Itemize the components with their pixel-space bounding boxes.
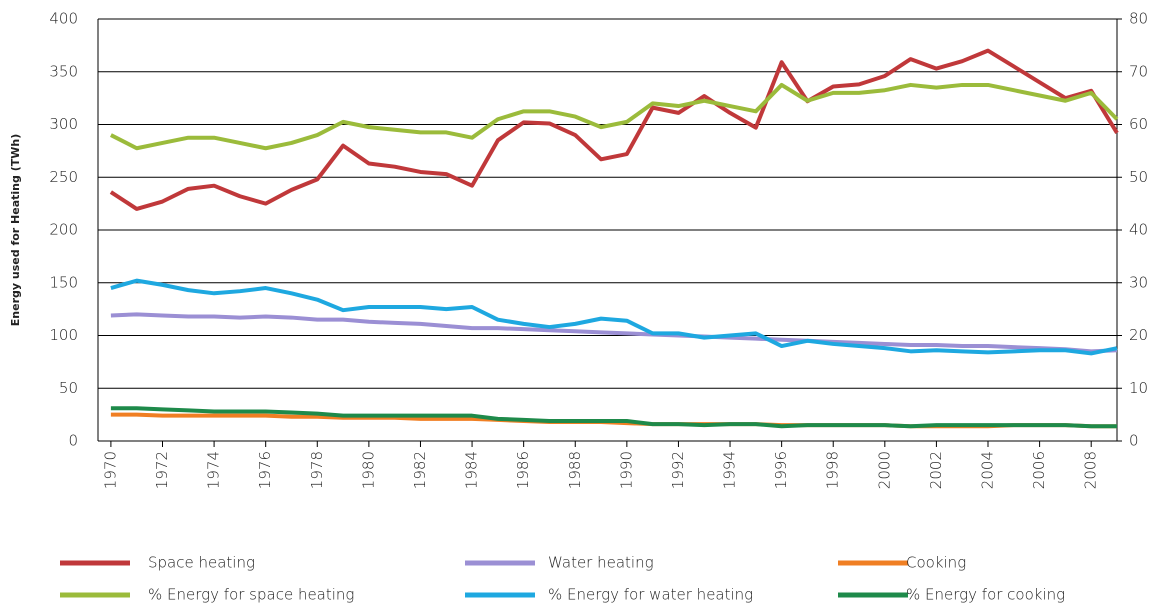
legend-label: Space heating	[148, 554, 255, 572]
x-tick-label: 1986	[514, 451, 532, 489]
y2-tick-label: 80	[1129, 10, 1148, 28]
y-tick-label: 50	[59, 379, 78, 397]
y2-tick-label: 30	[1129, 273, 1148, 291]
x-tick-label: 1984	[463, 451, 481, 489]
x-tick-label: 1998	[824, 451, 842, 489]
y-tick-label: 300	[49, 115, 78, 133]
x-tick-label: 1974	[205, 451, 223, 489]
x-tick-label: 1982	[411, 451, 429, 489]
y-tick-label: 350	[49, 62, 78, 80]
legend-label: % Energy for water heating	[548, 586, 753, 604]
x-tick-label: 1980	[359, 451, 377, 489]
y-tick-label: 150	[49, 273, 78, 291]
x-tick-label: 2002	[927, 451, 945, 489]
x-tick-label: 1976	[256, 451, 274, 489]
x-tick-label: 1988	[566, 451, 584, 489]
legend-label: % Energy for cooking	[906, 586, 1065, 604]
series-line	[109, 48, 1119, 211]
x-tick-label: 1990	[617, 451, 635, 489]
y2-tick-label: 0	[1129, 432, 1139, 450]
x-tick-label: 2004	[979, 451, 997, 489]
series-line	[110, 406, 1117, 429]
y2-tick-label: 20	[1129, 326, 1148, 344]
y2-tick-label: 10	[1129, 379, 1148, 397]
x-tick-label: 1972	[153, 451, 171, 489]
series-line	[109, 82, 1119, 151]
series-line	[110, 278, 1118, 356]
x-tick-label: 2008	[1082, 451, 1100, 489]
y-axis-label: Energy used for Heating (TWh)	[9, 134, 22, 326]
x-tick-label: 1970	[101, 451, 119, 489]
y2-tick-label: 60	[1129, 115, 1148, 133]
y-tick-label: 200	[49, 221, 78, 239]
x-tick-label: 1992	[669, 451, 687, 489]
y-tick-label: 0	[68, 432, 78, 450]
x-tick-label: 2000	[875, 451, 893, 489]
legend-label: % Energy for space heating	[148, 586, 354, 604]
y2-tick-label: 70	[1129, 62, 1148, 80]
legend-label: Water heating	[548, 554, 654, 572]
series-line	[110, 312, 1118, 354]
legend-label: Cooking	[906, 554, 966, 572]
x-tick-label: 1994	[721, 451, 739, 489]
y2-tick-label: 40	[1129, 221, 1148, 239]
x-tick-label: 2006	[1030, 451, 1048, 489]
x-tick-label: 1996	[772, 451, 790, 489]
y-tick-label: 250	[49, 168, 78, 186]
y-tick-label: 100	[49, 326, 78, 344]
y-tick-label: 400	[49, 10, 78, 28]
y2-tick-label: 50	[1129, 168, 1148, 186]
x-tick-label: 1978	[308, 451, 326, 489]
